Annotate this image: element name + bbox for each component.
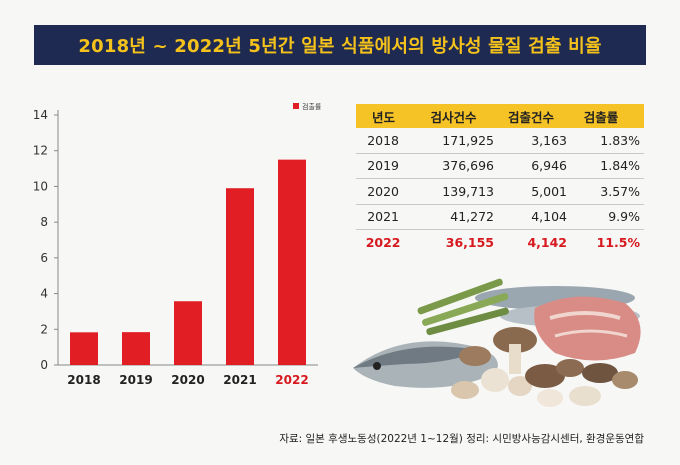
asparagus-shape (417, 278, 509, 336)
food-illustration (353, 278, 641, 407)
header-year: 년도 (371, 109, 395, 125)
x-tick-label: 2019 (119, 373, 152, 387)
x-tick-label: 2018 (67, 373, 100, 387)
cell-rate: 1.83% (600, 132, 640, 148)
y-tick-label: 4 (40, 287, 48, 301)
cell-detections: 6,946 (531, 158, 567, 174)
table-row: 2018 171,925 3,163 1.83% (356, 128, 644, 154)
cell-rate: 3.57% (600, 183, 640, 199)
cell-tests: 376,696 (442, 158, 494, 174)
cell-detections: 4,142 (527, 234, 567, 250)
cell-year: 2022 (365, 234, 401, 250)
table-header: 년도 검사건수 검출건수 검출률 (356, 104, 644, 128)
table-row: 2020 139,713 5,001 3.57% (356, 179, 644, 205)
title-banner: 2018년 ~ 2022년 5년간 일본 식품에서의 방사성 물질 검출 비율 (34, 25, 646, 65)
cell-year: 2018 (367, 132, 400, 148)
mushroom-shape (451, 327, 638, 407)
cell-tests: 36,155 (445, 234, 494, 250)
meat-shape (534, 296, 641, 361)
cell-year: 2020 (367, 183, 400, 199)
x-tick-label: 2022 (275, 373, 308, 387)
cell-rate: 11.5% (596, 234, 640, 250)
cell-tests: 171,925 (442, 132, 494, 148)
y-tick-label: 12 (33, 144, 48, 158)
bar (226, 188, 254, 365)
cell-detections: 4,104 (531, 209, 567, 225)
header-tests: 검사건수 (430, 109, 477, 125)
y-tick-label: 0 (40, 358, 48, 372)
x-tick-label: 2020 (171, 373, 204, 387)
legend-label: 검출률 (302, 102, 322, 111)
x-tick-label: 2021 (223, 373, 256, 387)
y-tick-label: 10 (33, 179, 48, 193)
y-tick-label: 6 (40, 251, 48, 265)
bar (70, 332, 98, 365)
cell-tests: 139,713 (442, 183, 494, 199)
bar-chart: 0 2 4 6 8 10 12 14 2018 2019 2020 2021 2022 검출률 (33, 102, 322, 387)
bar (122, 332, 150, 365)
y-tick-label: 2 (40, 322, 48, 336)
source-note: 자료: 일본 후생노동성(2022년 1~12월) 정리: 시민방사능감시센터,… (279, 433, 644, 445)
legend-swatch (293, 103, 299, 109)
header-rate: 검출률 (583, 109, 619, 125)
table-row: 2021 41,272 4,104 9.9% (356, 205, 644, 230)
page-title: 2018년 ~ 2022년 5년간 일본 식품에서의 방사성 물질 검출 비율 (78, 36, 602, 57)
bar (278, 159, 306, 365)
y-tick-label: 14 (33, 108, 48, 122)
header-detections: 검출건수 (507, 109, 554, 125)
table-row: 2019 376,696 6,946 1.84% (356, 154, 644, 179)
cell-rate: 9.9% (608, 209, 640, 225)
cell-rate: 1.84% (600, 158, 640, 174)
cell-year: 2021 (367, 209, 400, 225)
y-tick-label: 8 (40, 215, 48, 229)
cell-tests: 41,272 (450, 209, 494, 225)
data-table: 년도 검사건수 검출건수 검출률 2018 171,925 3,163 1.83… (356, 104, 644, 255)
cell-detections: 3,163 (531, 132, 567, 148)
cell-detections: 5,001 (531, 183, 567, 199)
cell-year: 2019 (367, 158, 400, 174)
bar (174, 301, 202, 365)
table-row-highlight: 2022 36,155 4,142 11.5% (356, 230, 644, 255)
